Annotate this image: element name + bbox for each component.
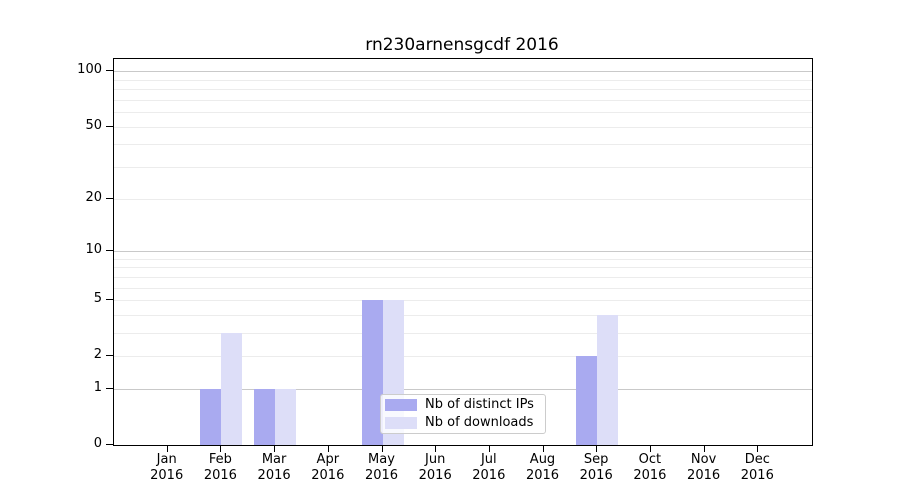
legend-swatch-distinct-ips <box>385 399 417 412</box>
gridline <box>114 79 812 81</box>
y-tick-label: 50 <box>85 117 102 133</box>
x-tick-label: Dec 2016 <box>740 452 774 483</box>
y-tick-mark <box>106 355 113 357</box>
x-tick-mark <box>166 445 168 452</box>
x-tick-label: Jul 2016 <box>472 452 506 483</box>
bar-distinct-ips <box>361 300 383 445</box>
bar-downloads <box>597 314 619 445</box>
bar-distinct-ips <box>200 388 222 445</box>
x-tick-label: Mar 2016 <box>257 452 291 483</box>
x-tick-mark <box>435 445 437 452</box>
legend: Nb of distinct IPs Nb of downloads <box>380 394 546 434</box>
x-tick-mark <box>488 445 490 452</box>
gridline <box>114 300 812 301</box>
gridline <box>114 332 812 334</box>
legend-item-downloads: Nb of downloads <box>385 414 539 430</box>
x-tick-label: Oct 2016 <box>633 452 667 483</box>
y-tick-mark <box>106 70 113 72</box>
x-tick-label: Jan 2016 <box>150 452 184 483</box>
y-tick-mark <box>106 387 113 389</box>
legend-label-downloads: Nb of downloads <box>425 414 534 430</box>
x-tick-label: Aug 2016 <box>525 452 560 483</box>
x-tick-label: Jun 2016 <box>418 452 452 483</box>
legend-item-distinct-ips: Nb of distinct IPs <box>385 398 539 412</box>
y-tick-mark <box>106 444 113 445</box>
gridline <box>114 112 812 114</box>
x-tick-label: Nov 2016 <box>687 452 721 483</box>
x-tick-label: Sep 2016 <box>579 452 613 483</box>
gridline <box>114 250 812 252</box>
y-tick-mark <box>106 249 113 251</box>
gridline <box>114 356 812 358</box>
x-tick-mark <box>327 445 329 452</box>
gridline <box>114 167 812 168</box>
gridline <box>114 258 812 260</box>
x-tick-mark <box>757 445 759 452</box>
bar-downloads <box>275 388 297 445</box>
y-tick-label: 0 <box>93 436 102 451</box>
y-tick-mark <box>106 197 113 199</box>
x-tick-mark <box>649 445 651 452</box>
bar-downloads <box>221 332 243 445</box>
x-tick-mark <box>703 445 705 452</box>
x-tick-mark <box>274 445 276 452</box>
y-tick-label: 2 <box>93 347 102 363</box>
gridline <box>114 99 812 101</box>
y-tick-label: 100 <box>77 62 102 78</box>
y-tick-mark <box>106 125 113 127</box>
gridline <box>114 314 812 316</box>
x-tick-mark <box>220 445 222 452</box>
x-tick-mark <box>542 445 544 452</box>
legend-label-distinct-ips: Nb of distinct IPs <box>425 397 534 413</box>
gridline <box>114 267 812 269</box>
gridline <box>114 388 812 390</box>
bar-distinct-ips <box>576 356 598 445</box>
gridline <box>114 198 812 200</box>
bar-distinct-ips <box>254 388 276 445</box>
y-tick-mark <box>106 299 113 300</box>
x-tick-label: May 2016 <box>364 452 399 483</box>
x-tick-mark <box>381 445 383 452</box>
gridline <box>114 287 812 289</box>
y-tick-label: 20 <box>85 189 102 205</box>
y-tick-label: 10 <box>85 241 102 257</box>
gridline <box>114 71 812 73</box>
gridline <box>114 126 812 128</box>
gridline <box>114 144 812 146</box>
plot-area: Nb of distinct IPs Nb of downloads <box>113 58 813 446</box>
gridline <box>114 89 812 91</box>
x-tick-label: Feb 2016 <box>203 452 237 483</box>
gridline <box>114 276 812 278</box>
chart-title: rn230arnensgcdf 2016 <box>365 35 559 55</box>
x-tick-label: Apr 2016 <box>311 452 345 483</box>
legend-swatch-downloads <box>385 416 417 429</box>
y-tick-label: 5 <box>93 291 102 306</box>
x-tick-mark <box>596 445 598 452</box>
y-tick-label: 1 <box>93 379 102 395</box>
